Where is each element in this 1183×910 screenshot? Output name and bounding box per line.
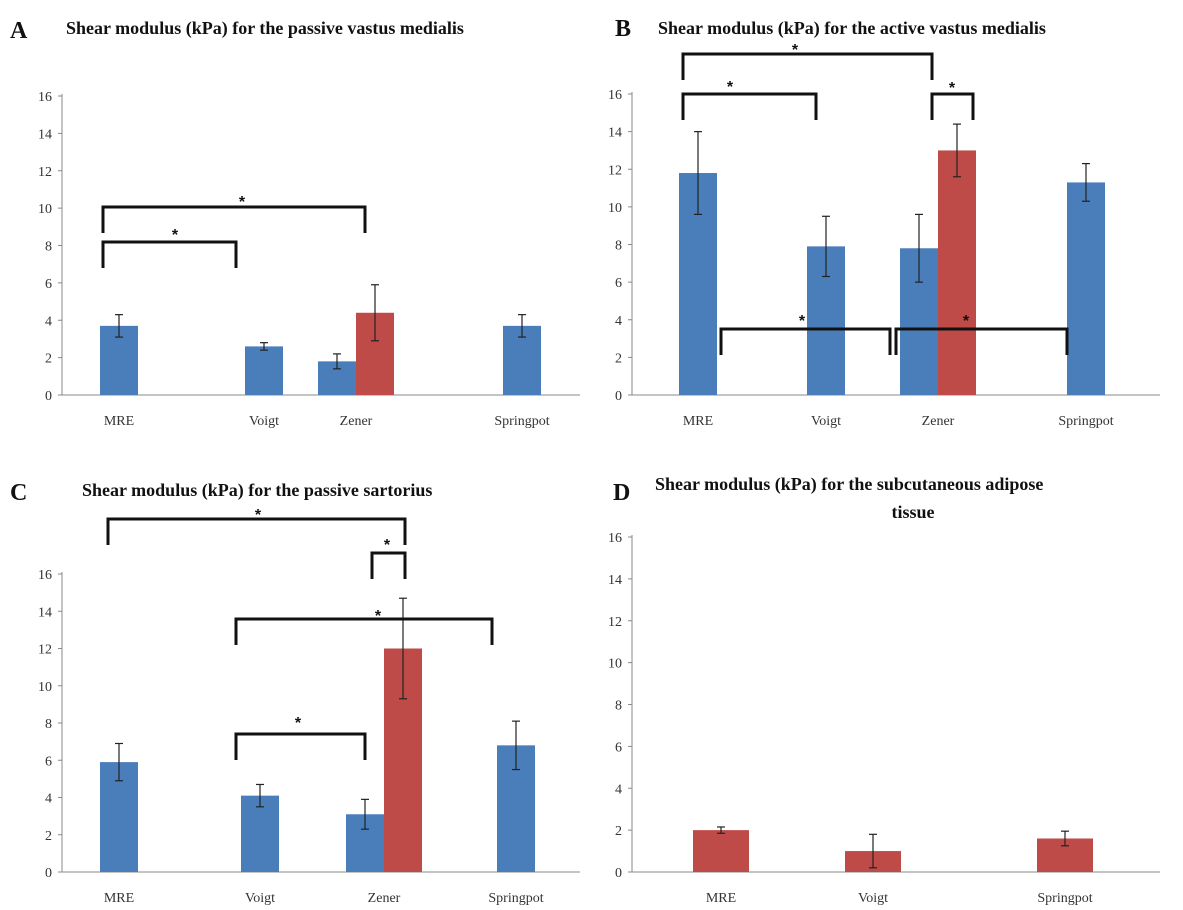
y-tick-label: 16 <box>38 90 52 105</box>
x-tick-label: Zener <box>922 414 955 429</box>
significance-star: * <box>384 537 391 554</box>
y-tick-label: 10 <box>38 680 52 695</box>
y-tick-label: 6 <box>45 754 52 769</box>
significance-star: * <box>792 42 799 59</box>
panel-letter: C <box>10 480 27 506</box>
chart-panel-a: A Shear modulus (kPa) for the passive vas… <box>10 18 580 429</box>
significance-star: * <box>949 80 956 97</box>
bar-voigt-blue <box>241 795 279 872</box>
significance-bracket <box>101 240 238 268</box>
bar-voigt-blue <box>245 346 283 395</box>
x-tick-label: Voigt <box>245 891 275 906</box>
x-tick-label: Zener <box>340 414 373 429</box>
y-tick-label: 4 <box>615 782 622 797</box>
x-tick-label: MRE <box>683 414 713 429</box>
significance-star: * <box>727 79 734 96</box>
y-tick-label: 16 <box>608 88 622 103</box>
y-tick-label: 4 <box>615 314 622 329</box>
y-tick-label: 14 <box>608 126 622 141</box>
x-tick-label: Springpot <box>488 891 543 906</box>
x-tick-label: MRE <box>104 414 134 429</box>
chart-title: Shear modulus (kPa) for the passive vast… <box>66 18 464 39</box>
y-tick-label: 10 <box>38 202 52 217</box>
y-tick-label: 4 <box>45 314 52 329</box>
significance-bracket <box>101 205 367 233</box>
y-tick-label: 4 <box>45 792 52 807</box>
x-tick-label: Springpot <box>494 414 549 429</box>
x-tick-label: MRE <box>104 891 134 906</box>
significance-bracket <box>894 327 1069 355</box>
x-tick-label: Zener <box>368 891 401 906</box>
y-tick-label: 12 <box>38 643 52 658</box>
y-tick-label: 0 <box>45 866 52 881</box>
y-tick-label: 10 <box>608 657 622 672</box>
y-tick-label: 8 <box>615 239 622 254</box>
significance-star: * <box>295 715 302 732</box>
x-tick-label: Voigt <box>811 414 841 429</box>
panel-letter: B <box>615 16 631 42</box>
chart-title: Shear modulus (kPa) for the passive sart… <box>82 480 432 501</box>
chart-title: Shear modulus (kPa) for the active vastu… <box>658 18 1046 39</box>
y-tick-label: 12 <box>608 163 622 178</box>
significance-bracket <box>370 551 407 579</box>
y-tick-label: 2 <box>45 352 52 367</box>
y-tick-label: 0 <box>615 866 622 881</box>
y-tick-label: 6 <box>615 740 622 755</box>
y-tick-label: 2 <box>45 829 52 844</box>
bar-springpot-blue <box>1067 182 1105 395</box>
significance-bracket <box>719 327 892 355</box>
panel-letter: D <box>613 480 630 506</box>
y-tick-label: 2 <box>615 824 622 839</box>
y-tick-label: 16 <box>38 568 52 583</box>
y-tick-label: 16 <box>608 531 622 546</box>
significance-star: * <box>255 507 262 524</box>
chart-panel-c: C Shear modulus (kPa) for the passive sar… <box>10 480 580 906</box>
y-tick-label: 14 <box>608 573 622 588</box>
significance-star: * <box>799 313 806 330</box>
panel-letter: A <box>10 18 28 44</box>
y-tick-label: 8 <box>615 699 622 714</box>
chart-title: Shear modulus (kPa) for the subcutaneous… <box>655 474 1043 495</box>
significance-star: * <box>172 227 179 244</box>
x-tick-label: Voigt <box>249 414 279 429</box>
y-tick-label: 6 <box>615 276 622 291</box>
x-tick-label: MRE <box>706 891 736 906</box>
x-tick-label: Voigt <box>858 891 888 906</box>
significance-bracket <box>930 92 975 120</box>
significance-bracket <box>681 92 818 120</box>
y-tick-label: 12 <box>608 615 622 630</box>
significance-bracket <box>681 52 934 80</box>
y-tick-label: 10 <box>608 201 622 216</box>
y-tick-label: 8 <box>45 240 52 255</box>
y-tick-label: 12 <box>38 165 52 180</box>
x-tick-label: Springpot <box>1058 414 1113 429</box>
y-tick-label: 14 <box>38 605 52 620</box>
y-tick-label: 6 <box>45 277 52 292</box>
significance-star: * <box>375 608 382 625</box>
y-tick-label: 0 <box>45 389 52 404</box>
chart-panel-b: B Shear modulus (kPa) for the active vast… <box>608 16 1160 429</box>
bar-mre-red <box>693 830 749 872</box>
chart-title: tissue <box>891 502 934 522</box>
y-tick-label: 14 <box>38 127 52 142</box>
y-tick-label: 2 <box>615 351 622 366</box>
significance-star: * <box>963 313 970 330</box>
significance-star: * <box>239 194 246 211</box>
significance-bracket <box>106 517 407 545</box>
y-tick-label: 0 <box>615 389 622 404</box>
bar-zener-red <box>938 150 976 395</box>
y-tick-label: 8 <box>45 717 52 732</box>
significance-bracket <box>234 617 494 645</box>
x-tick-label: Springpot <box>1037 891 1092 906</box>
significance-bracket <box>234 732 367 760</box>
chart-panel-d: D Shear modulus (kPa) for the subcutaneou… <box>608 313 1160 906</box>
